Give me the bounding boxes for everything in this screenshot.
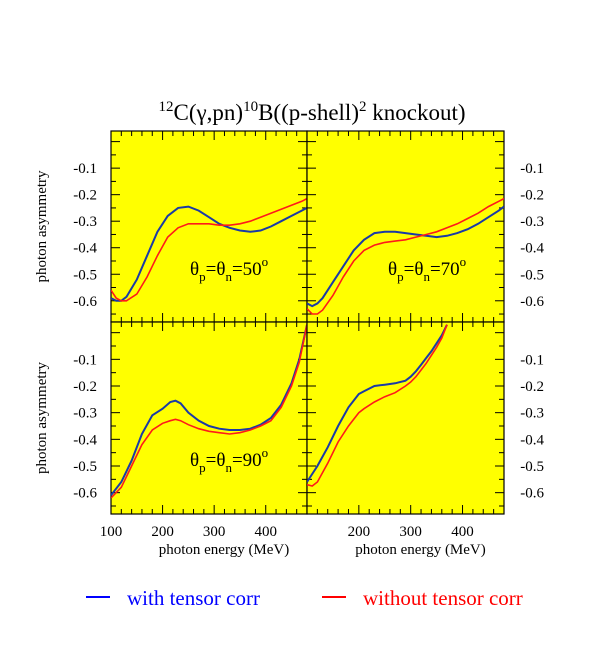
x-tick-label: 400 bbox=[254, 524, 277, 540]
chart-title: 12C(γ,pn)10B((p-shell)2 knockout) bbox=[158, 99, 465, 125]
panel-grid: θp=θn=50o θp=θn=70o θp=θn=90o bbox=[110, 130, 505, 515]
title-mass-b: 10 bbox=[243, 99, 258, 115]
panel-background bbox=[110, 321, 308, 515]
series-line-with-tensor-corr bbox=[307, 205, 504, 308]
title-nucleus: B((p-shell) bbox=[258, 100, 359, 125]
panel-angle-label: θp=θn=90o bbox=[190, 445, 268, 475]
series-line-with-tensor-corr bbox=[111, 205, 307, 302]
legend-label-with: with tensor corr bbox=[127, 586, 260, 610]
x-tick-label: 400 bbox=[451, 524, 474, 540]
y-tick-label: -0.4 bbox=[73, 241, 97, 257]
y-tick-label: -0.1 bbox=[520, 161, 544, 177]
y-tick-label: -0.4 bbox=[73, 432, 97, 448]
x-tick-label: 300 bbox=[203, 524, 226, 540]
y-tick-label: -0.1 bbox=[73, 352, 97, 368]
axis-labels: -0.1 -0.2 -0.3 -0.4 -0.5 -0.6 photon asymmetry… bbox=[34, 161, 544, 558]
y-tick-label: -0.2 bbox=[73, 379, 97, 395]
y-tick-label: -0.5 bbox=[520, 267, 544, 283]
y-tick-label: -0.3 bbox=[73, 406, 97, 422]
legend-line-without bbox=[322, 596, 346, 598]
series-line-with-tensor-corr bbox=[111, 324, 307, 496]
panel-4 bbox=[306, 321, 505, 515]
panel-angle-label: θp=θn=70o bbox=[388, 254, 466, 284]
y-tick-label: -0.3 bbox=[520, 406, 544, 422]
series-line-without-tensor-corr bbox=[111, 324, 307, 499]
y-tick-label: -0.2 bbox=[520, 188, 544, 204]
y-tick-label: -0.1 bbox=[73, 161, 97, 177]
y-tick-label: -0.5 bbox=[73, 459, 97, 475]
panel-1: θp=θn=50o bbox=[110, 130, 308, 323]
legend-line-with bbox=[86, 596, 110, 598]
y-tick-label: -0.5 bbox=[73, 267, 97, 283]
y-tick-label: -0.2 bbox=[520, 379, 544, 395]
y-axis-title: photon asymmetry bbox=[34, 170, 50, 283]
series-line-with-tensor-corr bbox=[307, 324, 448, 483]
panel-3: θp=θn=90o bbox=[110, 321, 308, 515]
y-tick-label: -0.5 bbox=[520, 459, 544, 475]
legend-label-without: without tensor corr bbox=[363, 586, 523, 610]
panel-angle-label: θp=θn=50o bbox=[190, 254, 268, 284]
series-line-without-tensor-corr bbox=[307, 197, 504, 315]
panel-background bbox=[306, 321, 505, 515]
y-tick-label: -0.6 bbox=[520, 486, 544, 502]
y-tick-label: -0.6 bbox=[73, 486, 97, 502]
x-axis-title: photon energy (MeV) bbox=[355, 542, 486, 558]
x-tick-label: 200 bbox=[151, 524, 174, 540]
series-line-without-tensor-corr bbox=[111, 197, 307, 302]
y-tick-label: -0.6 bbox=[73, 294, 97, 310]
x-tick-label: 200 bbox=[348, 524, 371, 540]
y-tick-label: -0.4 bbox=[520, 432, 544, 448]
y-tick-label: -0.3 bbox=[520, 214, 544, 230]
y-tick-label: -0.1 bbox=[520, 352, 544, 368]
title-mass-a: 12 bbox=[158, 99, 173, 115]
series-line-without-tensor-corr bbox=[307, 324, 448, 487]
y-tick-label: -0.6 bbox=[520, 294, 544, 310]
y-tick-label: -0.2 bbox=[73, 188, 97, 204]
title-power: 2 bbox=[359, 99, 367, 115]
y-tick-label: -0.4 bbox=[520, 241, 544, 257]
title-reaction: C(γ,pn) bbox=[173, 100, 243, 125]
title-rest: knockout) bbox=[366, 100, 465, 125]
panel-2: θp=θn=70o bbox=[306, 130, 505, 323]
y-axis-title: photon asymmetry bbox=[34, 361, 50, 474]
panel-background bbox=[110, 130, 308, 323]
x-tick-label: 100 bbox=[100, 524, 123, 540]
y-tick-label: -0.3 bbox=[73, 214, 97, 230]
x-axis-title: photon energy (MeV) bbox=[159, 542, 290, 558]
x-tick-label: 300 bbox=[399, 524, 422, 540]
